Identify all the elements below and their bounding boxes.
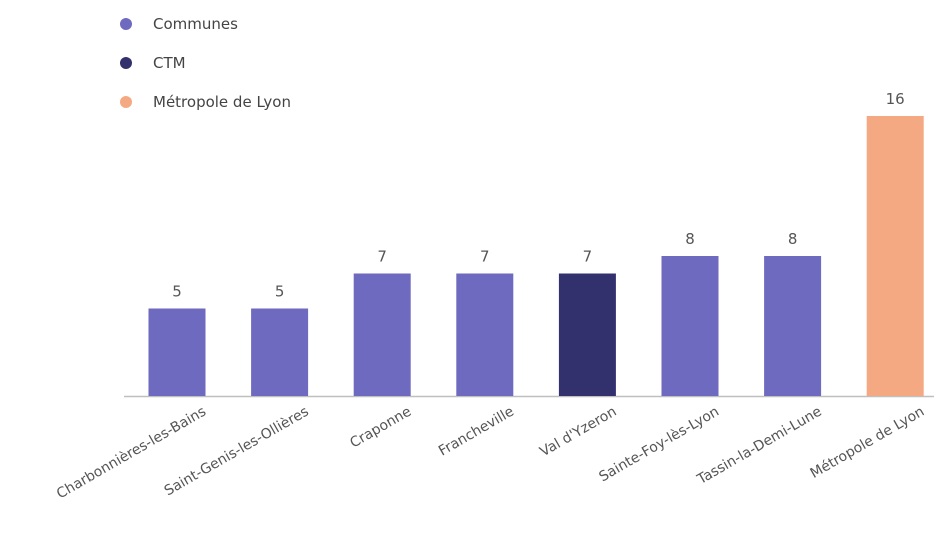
- legend-label-communes: Communes: [153, 15, 238, 33]
- legend-item-ctm: CTM: [120, 53, 291, 73]
- bar: [353, 273, 411, 396]
- legend-swatch-communes: [120, 18, 132, 30]
- legend-swatch-ctm: [120, 57, 132, 69]
- bar: [456, 273, 514, 396]
- bar: [764, 256, 822, 396]
- bar: [558, 273, 616, 396]
- x-tick-label: Val d'Yzeron: [537, 404, 619, 461]
- x-tick-label: Métropole de Lyon: [808, 404, 928, 482]
- bar: [661, 256, 719, 396]
- data-label: 8: [788, 230, 798, 248]
- data-label: 7: [583, 248, 593, 266]
- data-label: 7: [480, 248, 490, 266]
- bar: [251, 308, 309, 396]
- data-label: 16: [886, 90, 905, 108]
- data-label: 5: [172, 283, 182, 301]
- data-label: 8: [685, 230, 695, 248]
- bar: [148, 308, 206, 396]
- legend-swatch-metropole: [120, 96, 132, 108]
- data-label: 7: [377, 248, 387, 266]
- legend-item-communes: Communes: [120, 14, 291, 34]
- x-tick-label: Craponne: [347, 404, 414, 452]
- data-label: 5: [275, 283, 285, 301]
- legend-label-ctm: CTM: [153, 54, 186, 72]
- legend-item-metropole: Métropole de Lyon: [120, 92, 291, 112]
- legend-label-metropole: Métropole de Lyon: [153, 93, 291, 111]
- bar: [866, 116, 924, 396]
- legend: Communes CTM Métropole de Lyon: [120, 14, 291, 131]
- x-tick-label: Francheville: [436, 404, 517, 460]
